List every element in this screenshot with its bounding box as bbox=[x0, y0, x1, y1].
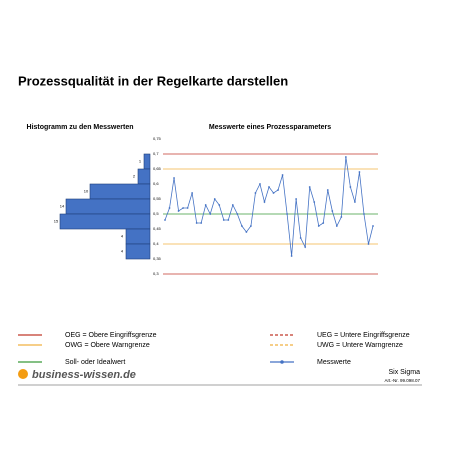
data-point bbox=[277, 189, 279, 191]
y-tick-label: 0,7 bbox=[153, 151, 159, 156]
legend-label: OEG = Obere Eingriffsgrenze bbox=[65, 332, 157, 339]
data-point bbox=[295, 198, 298, 200]
data-point bbox=[272, 192, 275, 194]
data-point bbox=[354, 201, 356, 203]
legend-label: OWG = Obere Warngrenze bbox=[65, 342, 150, 349]
data-point bbox=[363, 213, 365, 215]
histogram-count: 4 bbox=[121, 249, 124, 254]
y-tick-label: 0,3 bbox=[153, 271, 159, 276]
histogram-bar bbox=[125, 228, 151, 245]
product-name: Six Sigma bbox=[388, 369, 420, 376]
data-point bbox=[204, 204, 207, 206]
y-tick-label: 0,75 bbox=[153, 136, 162, 141]
legend-label: UWG = Untere Warngrenze bbox=[317, 342, 403, 349]
y-tick-label: 0,35 bbox=[153, 256, 162, 261]
histogram-bar bbox=[143, 153, 151, 170]
legend-marker bbox=[280, 360, 284, 364]
data-point bbox=[164, 219, 166, 221]
data-point bbox=[168, 207, 171, 209]
data-point bbox=[191, 192, 194, 194]
histogram-bar bbox=[137, 168, 151, 185]
data-point bbox=[349, 186, 352, 188]
data-point bbox=[177, 210, 180, 212]
page-title: Prozessqualität in der Regelkarte darste… bbox=[18, 73, 288, 88]
chart-title: Messwerte eines Prozessparameters bbox=[209, 124, 331, 131]
histogram-count: 10 bbox=[84, 189, 89, 194]
data-point bbox=[286, 213, 288, 215]
data-point bbox=[308, 186, 311, 188]
data-point bbox=[173, 177, 175, 179]
series-line bbox=[164, 156, 374, 257]
data-point bbox=[240, 225, 243, 227]
data-point bbox=[213, 198, 216, 200]
data-point bbox=[231, 204, 234, 206]
data-point bbox=[182, 207, 184, 209]
y-tick-label: 0,45 bbox=[153, 226, 162, 231]
data-point bbox=[299, 237, 302, 239]
legend-label: Soll- oder Idealwert bbox=[65, 359, 125, 366]
data-point bbox=[227, 219, 230, 221]
y-tick-label: 0,4 bbox=[153, 241, 159, 246]
data-point bbox=[367, 243, 370, 245]
data-point bbox=[335, 225, 338, 227]
histogram-count: 14 bbox=[60, 204, 65, 209]
data-point bbox=[186, 207, 189, 209]
histogram-bar bbox=[89, 183, 151, 200]
data-point bbox=[344, 156, 347, 158]
histogram-title: Histogramm zu den Messwerten bbox=[27, 124, 134, 131]
y-tick-label: 0,55 bbox=[153, 196, 162, 201]
legend-label: UEG = Untere Eingriffsgrenze bbox=[317, 332, 410, 339]
histogram-bar bbox=[59, 213, 151, 230]
data-point bbox=[254, 192, 257, 194]
data-point bbox=[200, 222, 203, 224]
data-point bbox=[250, 225, 252, 227]
data-point bbox=[209, 213, 212, 215]
histogram-bar bbox=[125, 243, 151, 260]
data-point bbox=[263, 201, 266, 203]
data-point bbox=[259, 183, 261, 185]
data-point bbox=[372, 225, 374, 227]
histogram-bar bbox=[65, 198, 151, 215]
data-point bbox=[195, 222, 198, 224]
data-point bbox=[322, 222, 325, 224]
brand-name: business-wissen.de bbox=[32, 369, 136, 381]
brand-logo bbox=[18, 369, 28, 379]
data-point bbox=[236, 213, 239, 215]
data-point bbox=[331, 210, 334, 212]
data-point bbox=[222, 219, 225, 221]
y-tick-label: 0,6 bbox=[153, 181, 159, 186]
histogram-count: 2 bbox=[133, 174, 136, 179]
y-tick-label: 0,65 bbox=[153, 166, 162, 171]
data-point bbox=[326, 189, 329, 191]
data-point bbox=[317, 225, 320, 227]
y-tick-label: 0,5 bbox=[153, 211, 159, 216]
data-point bbox=[304, 246, 307, 248]
article-number: Art.-Nr. 99.098.07 bbox=[384, 378, 420, 383]
data-point bbox=[358, 171, 361, 173]
data-point bbox=[281, 174, 284, 176]
histogram-count: 15 bbox=[54, 219, 59, 224]
histogram-count: 1 bbox=[139, 159, 142, 164]
data-point bbox=[218, 204, 221, 206]
data-point bbox=[245, 231, 248, 233]
data-point bbox=[290, 255, 293, 257]
data-point bbox=[268, 186, 270, 188]
data-point bbox=[340, 216, 343, 218]
legend-label: Messwerte bbox=[317, 359, 351, 366]
data-point bbox=[313, 201, 316, 203]
histogram-count: 4 bbox=[121, 234, 124, 239]
